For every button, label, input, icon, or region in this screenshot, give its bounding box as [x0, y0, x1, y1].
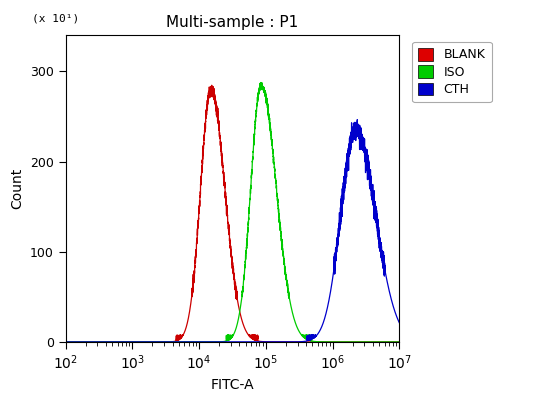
X-axis label: FITC-A: FITC-A	[211, 378, 254, 392]
Title: Multi-sample : P1: Multi-sample : P1	[166, 15, 299, 30]
Legend: BLANK, ISO, CTH: BLANK, ISO, CTH	[412, 42, 492, 103]
Text: (x 10¹): (x 10¹)	[32, 13, 79, 23]
Y-axis label: Count: Count	[10, 168, 25, 209]
